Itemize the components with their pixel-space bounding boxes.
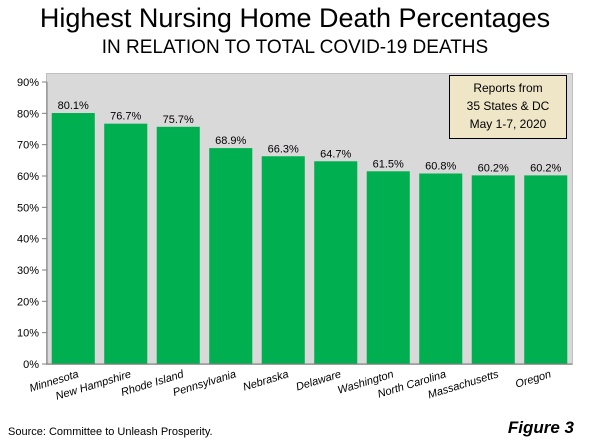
bar (419, 173, 463, 364)
bar (51, 113, 95, 365)
note-line-3: May 1-7, 2020 (469, 117, 547, 131)
y-tick-label: 40% (17, 234, 39, 246)
bar-value-label: 80.1% (58, 100, 89, 112)
x-category-label: Nebraska (242, 368, 291, 393)
y-axis: 0% 10% 20% 30% 40% 50% 60% 70% 80% 90% (17, 77, 48, 371)
chart-subtitle: IN RELATION TO TOTAL COVID-19 DEATHS (101, 37, 489, 58)
bar (104, 123, 148, 364)
bar (471, 175, 515, 364)
y-tick-label: 60% (17, 171, 39, 183)
x-category-label: Delaware (295, 368, 343, 393)
bar-value-label: 76.7% (110, 111, 141, 123)
note-box: Reports from 35 States & DC May 1-7, 202… (449, 75, 567, 139)
y-tick-label: 80% (17, 108, 39, 120)
bar (314, 161, 358, 364)
note-line-2: 35 States & DC (466, 99, 550, 113)
bar (524, 175, 568, 364)
y-tick-label: 20% (17, 296, 39, 308)
bar-value-label: 68.9% (215, 135, 246, 147)
bar-value-label: 64.7% (320, 148, 351, 160)
bar (209, 148, 253, 364)
y-tick-label: 50% (17, 202, 39, 214)
bar (261, 156, 305, 364)
x-category-label: Oregon (514, 368, 553, 390)
bar (156, 126, 200, 364)
source-note: Source: Committee to Unleash Prosperity. (8, 426, 213, 438)
figure-label: Figure 3 (507, 418, 574, 437)
data-labels: 80.1% 76.7% 75.7% 68.9% 66.3% 64.7% 61.5% 60.8%… (58, 100, 562, 174)
note-line-1: Reports from (473, 81, 543, 95)
bar-value-label: 60.2% (530, 162, 561, 174)
chart-title: Highest Nursing Home Death Percentages (39, 3, 551, 33)
y-tick-label: 90% (17, 77, 39, 89)
bar-value-label: 60.2% (478, 162, 509, 174)
bars (51, 113, 568, 365)
bar-value-label: 61.5% (373, 158, 404, 170)
bar-value-label: 66.3% (268, 143, 299, 155)
y-tick-label: 30% (17, 265, 39, 277)
bar-value-label: 60.8% (425, 160, 456, 172)
y-tick-label: 0% (23, 359, 39, 371)
y-tick-label: 70% (17, 140, 39, 152)
y-tick-label: 10% (17, 328, 39, 340)
bar (366, 171, 410, 364)
bar-value-label: 75.7% (163, 114, 194, 126)
